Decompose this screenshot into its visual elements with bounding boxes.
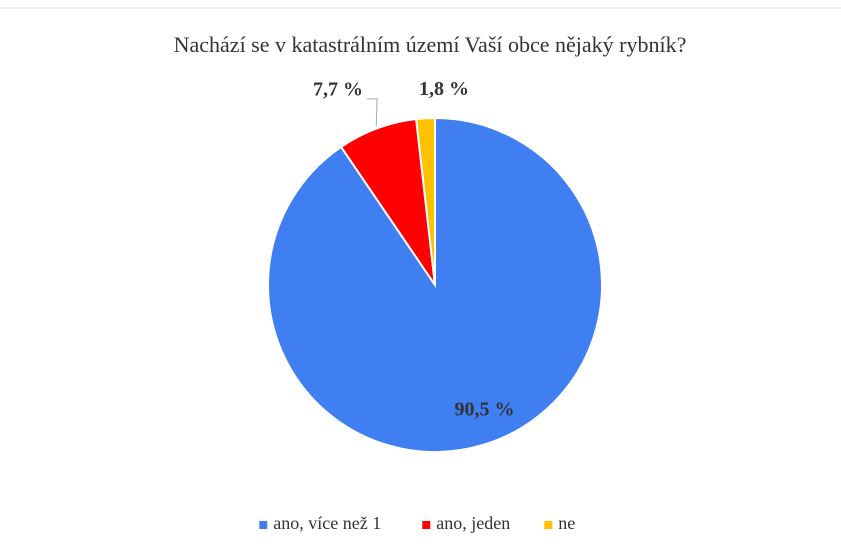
legend-swatch	[422, 521, 431, 529]
legend-label: ano, více než 1	[273, 513, 381, 533]
data-label: 1,8 %	[419, 78, 469, 100]
legend-label: ne	[558, 513, 575, 533]
data-label: 7,7 %	[313, 79, 363, 101]
leader-line	[367, 98, 378, 127]
legend-swatch	[259, 521, 268, 529]
legend-label: ano, jeden	[436, 513, 510, 533]
chart-title: Nachází se v katastrálním území Vaší obc…	[174, 32, 687, 57]
data-label: 90,5 %	[454, 398, 514, 420]
legend-swatch	[544, 521, 553, 529]
pie-slice	[415, 116, 436, 286]
